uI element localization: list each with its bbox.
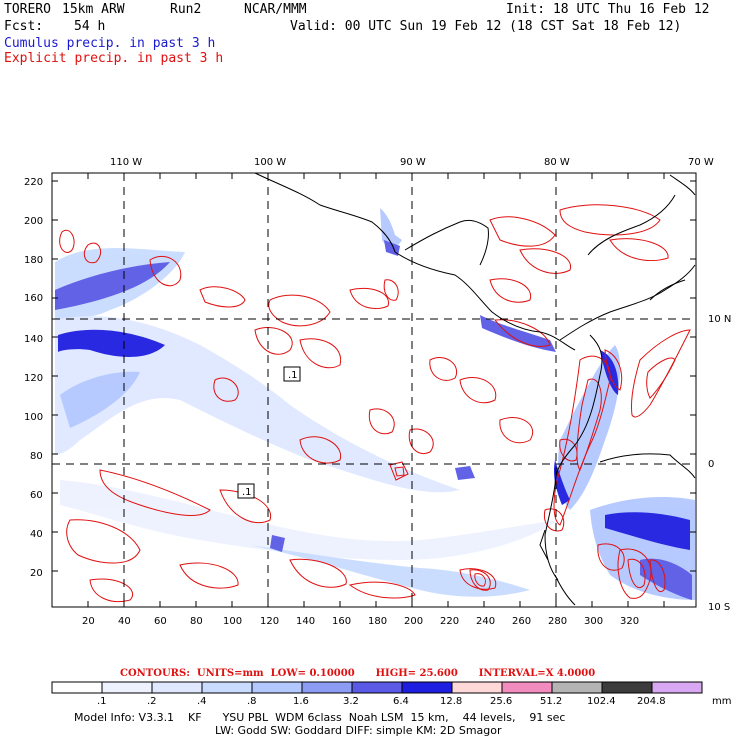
contours-label: CONTOURS: [120,668,190,679]
contours-interval: INTERVAL=X 4.0000 [478,668,596,679]
valid-time: Valid: 00 UTC Sun 19 Feb 12 (18 CST Sat … [290,19,682,34]
cumulus-legend: Cumulus precip. in past 3 h [4,36,216,51]
colorbar-label: 51.2 [540,696,562,707]
colorbar-label: .8 [247,696,257,707]
x-tick-label: 260 [512,616,531,627]
y-tick-label: 60 [30,490,43,501]
contour-label-text: .1 [288,370,298,381]
fcst-label: Fcst: [4,19,44,34]
colorbar-label: 102.4 [587,696,616,707]
y-tick-label: 140 [24,334,43,345]
y-tick-label: 20 [30,568,43,579]
colorbar-swatch [651,681,703,694]
colorbar [51,681,703,694]
colorbar-label: 12.8 [440,696,462,707]
model-info-line1: Model Info: V3.3.1 KF YSU PBL WDM 6class… [74,711,566,724]
colorbar-swatch [401,681,453,694]
x-tick-label: 280 [548,616,567,627]
x-tick-label: 60 [154,616,167,627]
lon-label: 70 W [688,157,714,168]
contours-low: LOW= 0.10000 [270,668,355,679]
contours-units: UNITS=mm [196,668,264,679]
x-tick-label: 100 [223,616,242,627]
colorbar-swatch [601,681,653,694]
colorbar-label: 6.4 [393,696,409,707]
coastlines [254,172,696,606]
x-tick-label: 200 [404,616,423,627]
map-frame [51,172,697,608]
model-name: TORERO [4,2,51,17]
colorbar-swatch [251,681,303,694]
colorbar-swatch [301,681,353,694]
lat-label: 0 [708,459,714,470]
init-time: Init: 18 UTC Thu 16 Feb 12 [506,2,710,17]
model-info-line2: LW: Godd SW: Goddard DIFF: simple KM: 2D… [215,724,502,737]
x-tick-label: 40 [118,616,131,627]
x-tick-label: 180 [368,616,387,627]
y-tick-label: 40 [30,529,43,540]
lon-label: 90 W [400,157,426,168]
y-tick-label: 100 [24,412,43,423]
x-tick-label: 160 [332,616,351,627]
colorbar-label: 25.6 [490,696,512,707]
lon-label: 100 W [254,157,286,168]
model-resolution: 15km ARW [62,2,125,17]
contours-info: CONTOURS: UNITS=mm LOW= 0.10000 HIGH= 25… [120,668,595,679]
axis-ticks [52,173,696,607]
contour-label-text: .1 [242,487,252,498]
x-tick-label: 220 [440,616,459,627]
fcst-value: 54 h [74,19,106,34]
colorbar-swatch [101,681,153,694]
x-tick-label: 140 [296,616,315,627]
explicit-precip-contours [59,204,691,603]
contour-label-2: .1 [237,483,255,499]
x-tick-label: 80 [190,616,203,627]
x-tick-label: 300 [584,616,603,627]
colorbar-swatch [451,681,503,694]
x-tick-label: 240 [476,616,495,627]
y-tick-label: 160 [24,293,43,304]
lat-label: 10 N [708,314,731,325]
y-tick-label: 200 [24,216,43,227]
colorbar-swatch [51,681,103,694]
lon-label: 110 W [110,157,142,168]
colorbar-label: .1 [97,696,107,707]
y-tick-label: 220 [24,177,43,188]
colorbar-swatch [551,681,603,694]
model-org: NCAR/MMM [244,2,307,17]
y-tick-label: 80 [30,451,43,462]
colorbar-swatch [351,681,403,694]
contours-high: HIGH= 25.600 [375,668,458,679]
lon-label: 80 W [544,157,570,168]
x-tick-label: 20 [82,616,95,627]
colorbar-label: .4 [197,696,207,707]
colorbar-label: 1.6 [293,696,309,707]
contour-label-1: .1 [283,366,301,382]
colorbar-swatch [501,681,553,694]
colorbar-label: 204.8 [637,696,666,707]
lat-lon-grid [52,173,696,607]
lat-label: 10 S [708,602,730,613]
colorbar-unit: mm [712,696,731,707]
y-tick-label: 120 [24,373,43,384]
y-tick-label: 180 [24,255,43,266]
model-run: Run2 [170,2,202,17]
x-tick-label: 120 [260,616,279,627]
explicit-legend: Explicit precip. in past 3 h [4,51,224,66]
colorbar-swatch [201,681,253,694]
cumulus-precip-shading [55,208,695,600]
colorbar-label: .2 [147,696,157,707]
colorbar-swatch [151,681,203,694]
x-tick-label: 320 [620,616,639,627]
colorbar-label: 3.2 [343,696,359,707]
